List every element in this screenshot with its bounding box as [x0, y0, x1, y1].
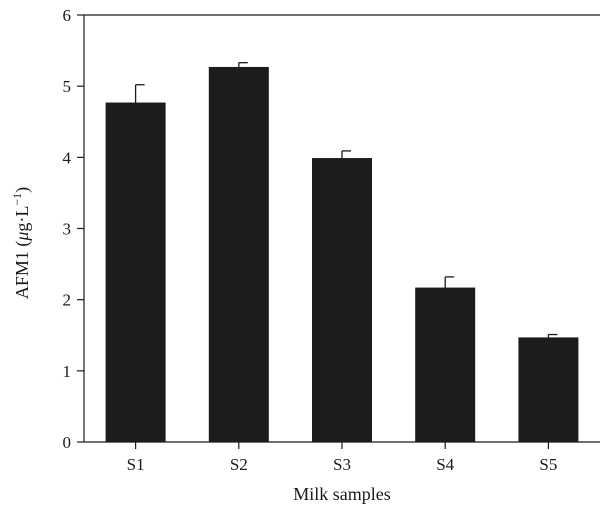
y-axis-title-exponent: −1: [10, 193, 24, 206]
bars: [105, 66, 579, 443]
y-axis-ticks: 0 1 2 3 4 5 6: [63, 6, 84, 452]
y-axis-title-prefix: AFM1 (: [12, 241, 33, 300]
y-tick-label: 5: [63, 77, 72, 96]
y-axis-title: AFM1 (μg·L−1): [10, 187, 33, 299]
x-tick-label: S3: [333, 455, 351, 474]
y-axis-title-mu: μ: [12, 232, 32, 242]
x-tick-label: S4: [436, 455, 454, 474]
x-tick-label: S2: [230, 455, 248, 474]
x-tick-label: S1: [127, 455, 145, 474]
bar: [312, 158, 372, 443]
y-tick-label: 3: [63, 220, 72, 239]
x-axis-ticks: S1 S2 S3 S4 S5: [127, 442, 557, 474]
y-tick-label: 4: [63, 148, 72, 167]
y-tick-label: 2: [63, 291, 72, 310]
bar: [518, 337, 579, 442]
y-tick-label: 1: [63, 362, 72, 381]
y-tick-label: 0: [63, 433, 72, 452]
x-tick-label: S5: [539, 455, 557, 474]
bar: [208, 66, 269, 443]
y-axis-title-suffix: ): [12, 187, 33, 193]
bar: [105, 102, 166, 442]
y-axis-title-unit: g·L: [12, 206, 32, 232]
bar: [415, 287, 476, 442]
y-tick-label: 6: [63, 6, 72, 25]
error-bars: [134, 62, 558, 338]
x-axis-title: Milk samples: [293, 484, 391, 504]
